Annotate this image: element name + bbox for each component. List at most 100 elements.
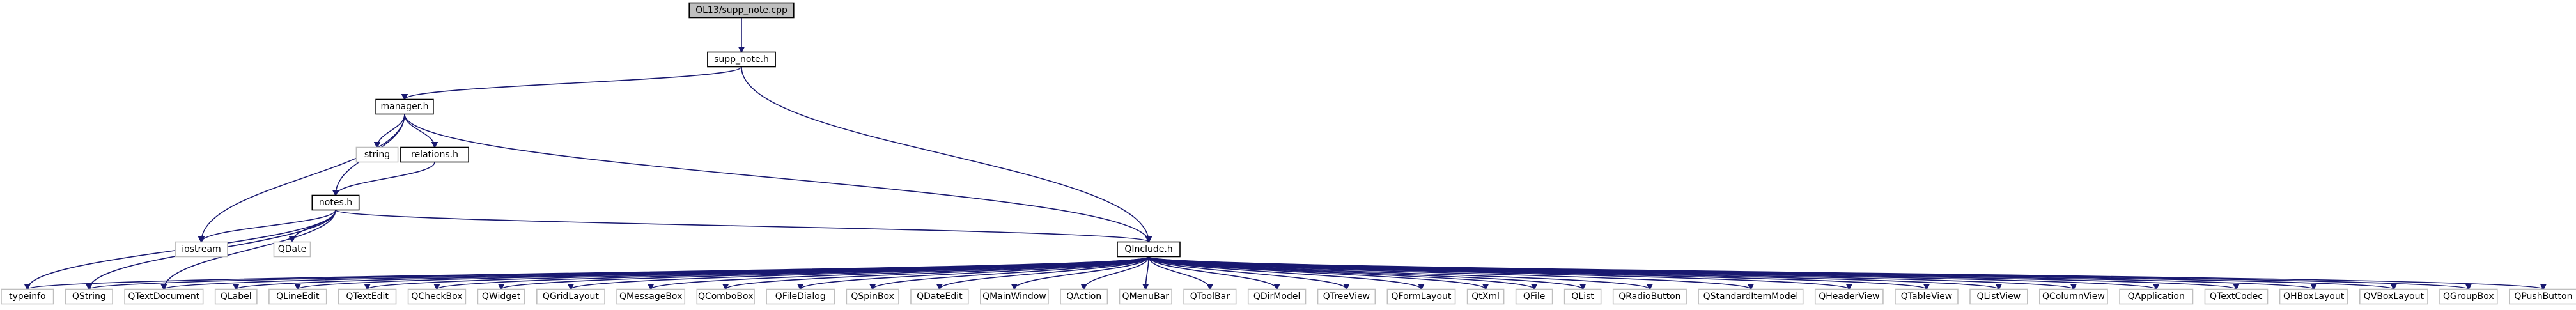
node-box <box>124 288 204 305</box>
node-box <box>2204 288 2269 305</box>
node-label: QString <box>72 291 106 302</box>
node-box <box>1386 288 1456 305</box>
node-box <box>1 288 54 305</box>
node-box <box>1317 288 1376 305</box>
node-label: QTextEdit <box>346 291 389 302</box>
node-label: QLabel <box>221 291 252 302</box>
node-label: QColumnView <box>2042 291 2105 302</box>
edge-qinclude-to-qstring <box>89 256 1149 290</box>
node-notes-h[interactable]: notes.h <box>311 194 360 211</box>
edge-relations-to-notes <box>336 162 435 196</box>
node-box <box>1466 288 1505 305</box>
node-box <box>1060 288 1108 305</box>
node-box <box>1117 241 1181 258</box>
edge-notes-to-iostream <box>201 210 336 242</box>
node-qformlayout: QFormLayout <box>1386 288 1456 305</box>
edge-qinclude-to-qtextedit <box>368 256 1149 290</box>
node-label: QStandardItemModel <box>1703 291 1799 302</box>
edge-supp-note-to-qinclude <box>741 66 1149 242</box>
node-qaction: QAction <box>1060 288 1108 305</box>
node-supp-note-h[interactable]: supp_note.h <box>707 51 776 68</box>
node-box <box>2359 288 2428 305</box>
node-label: OL13/supp_note.cpp <box>695 5 788 15</box>
node-box <box>2439 288 2498 305</box>
node-qmessagebox: QMessageBox <box>616 288 686 305</box>
node-manager-h[interactable]: manager.h <box>375 98 434 115</box>
node-box <box>696 288 755 305</box>
node-qdate: QDate <box>273 241 311 258</box>
node-box <box>1563 288 1602 305</box>
node-box <box>688 2 795 19</box>
node-label: QPushButton <box>2514 291 2572 302</box>
node-box <box>616 288 686 305</box>
node-qtxml: QtXml <box>1466 288 1505 305</box>
node-label: QFileDialog <box>775 291 826 302</box>
node-typeinfo: typeinfo <box>1 288 54 305</box>
node-qfile: QFile <box>1515 288 1553 305</box>
node-label: QToolBar <box>1190 291 1230 302</box>
node-qcheckbox: QCheckBox <box>407 288 467 305</box>
node-qlineedit: QLineEdit <box>268 288 327 305</box>
edge-qinclude-to-qmenubar <box>1145 256 1149 290</box>
node-box <box>536 288 605 305</box>
node-qgroupbox: QGroupBox <box>2439 288 2498 305</box>
node-label: string <box>364 150 390 160</box>
node-qcombobox: QComboBox <box>696 288 755 305</box>
node-label: QMainWindow <box>982 291 1046 302</box>
node-label: QListView <box>1977 291 2021 302</box>
node-box <box>1119 288 1172 305</box>
node-qtableview: QTableView <box>1895 288 1959 305</box>
node-box <box>400 146 469 163</box>
node-qradiobutton: QRadioButton <box>1612 288 1687 305</box>
node-qvboxlayout: QVBoxLayout <box>2359 288 2428 305</box>
node-qtreeview: QTreeView <box>1317 288 1376 305</box>
node-box <box>2039 288 2108 305</box>
edge-qinclude-to-qtextdocument <box>164 256 1149 290</box>
edge-qinclude-to-qaction <box>1084 256 1149 290</box>
node-label: QTextDocument <box>128 291 199 302</box>
node-qfiledialog: QFileDialog <box>766 288 835 305</box>
node-label: QAction <box>1066 291 1101 302</box>
node-qhboxlayout: QHBoxLayout <box>2279 288 2348 305</box>
node-qmenubar: QMenuBar <box>1119 288 1172 305</box>
node-label: QTextCodec <box>2210 291 2263 302</box>
node-label: notes.h <box>319 198 352 208</box>
node-label: QTableView <box>1901 291 1952 302</box>
node-box <box>311 194 360 211</box>
node-box <box>407 288 467 305</box>
node-box <box>1247 288 1307 305</box>
node-label: QDirModel <box>1253 291 1300 302</box>
node-box <box>2119 288 2194 305</box>
node-label: QHeaderView <box>1819 291 1879 302</box>
node-box <box>1515 288 1553 305</box>
edge-qinclude-to-qdirmodel <box>1148 256 1277 290</box>
node-qmainwindow: QMainWindow <box>980 288 1049 305</box>
node-box <box>273 241 311 258</box>
node-label: QGroupBox <box>2443 291 2494 302</box>
node-ol13-supp-note-cpp[interactable]: OL13/supp_note.cpp <box>688 2 795 19</box>
node-qdateedit: QDateEdit <box>910 288 969 305</box>
node-box <box>375 98 434 115</box>
node-label: QDate <box>278 244 306 254</box>
node-label: iostream <box>182 244 221 254</box>
node-box <box>1698 288 1804 305</box>
node-qinclude-h[interactable]: QInclude.h <box>1117 241 1181 258</box>
node-relations-h[interactable]: relations.h <box>400 146 469 163</box>
edge-notes-to-qtextdocument <box>164 210 336 290</box>
edge-qinclude-to-qspinbox <box>873 256 1149 290</box>
node-box <box>1814 288 1884 305</box>
edge-supp-note-to-manager <box>405 66 742 100</box>
node-box <box>1895 288 1959 305</box>
edge-manager-to-relations <box>404 114 435 148</box>
node-qlabel: QLabel <box>214 288 258 305</box>
node-qspinbox: QSpinBox <box>846 288 899 305</box>
node-label: relations.h <box>411 150 458 160</box>
node-box <box>338 288 397 305</box>
node-label: manager.h <box>381 102 429 112</box>
node-label: QtXml <box>1471 291 1500 302</box>
edge-qinclude-to-qdateedit <box>940 256 1149 290</box>
node-qtoolbar: QToolBar <box>1183 288 1237 305</box>
node-label: QFormLayout <box>1392 291 1452 302</box>
node-qpushbutton: QPushButton <box>2509 288 2576 305</box>
